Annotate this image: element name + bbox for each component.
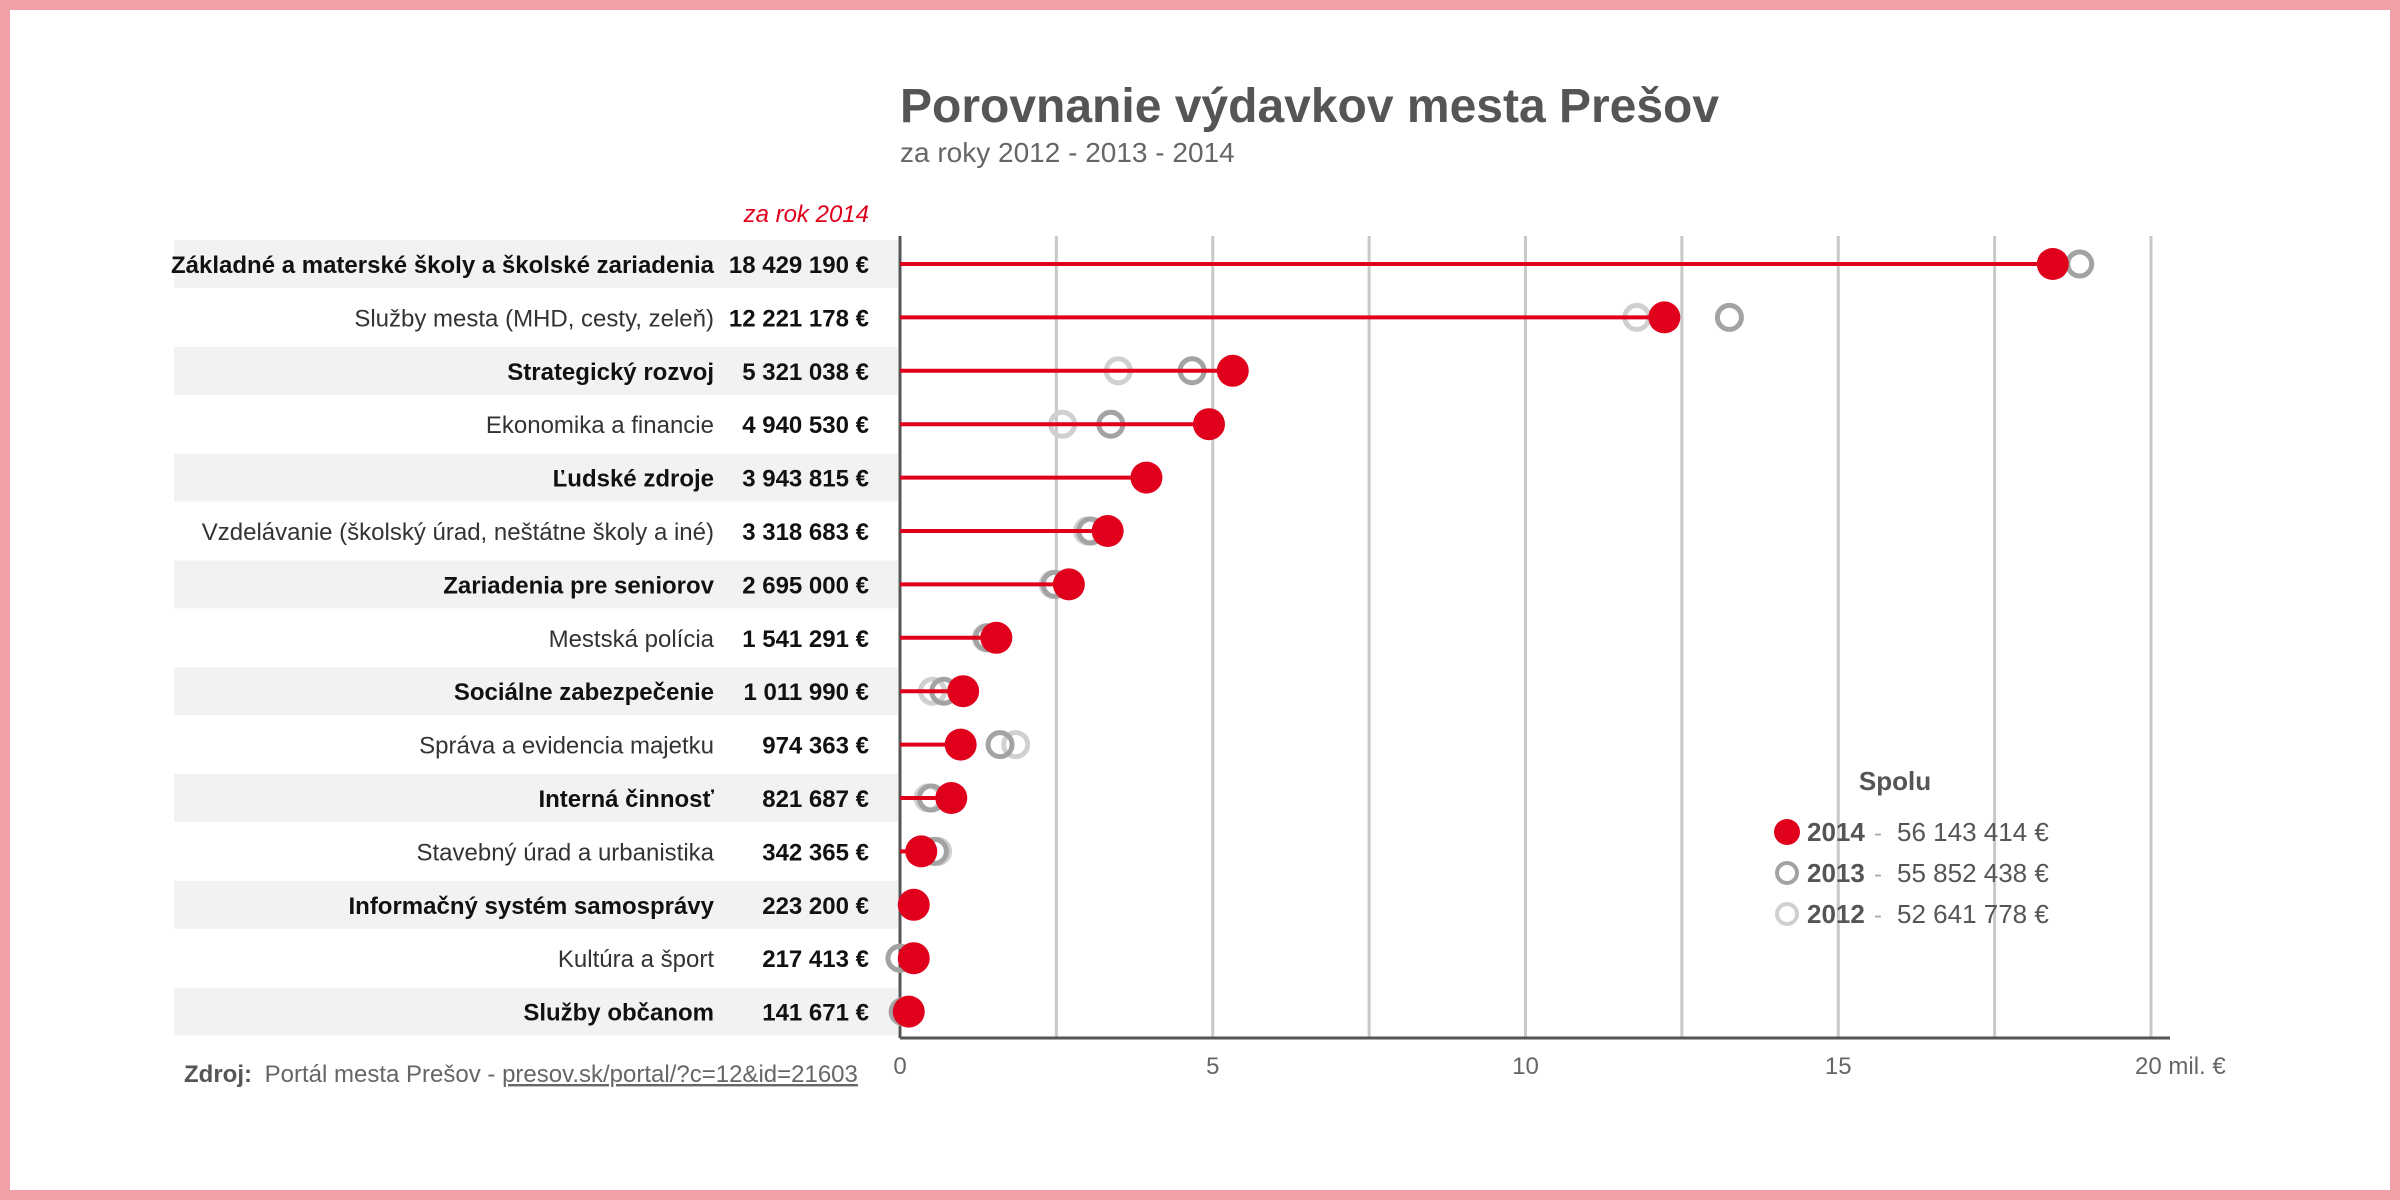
value-label-2014: 342 365 € <box>762 839 869 866</box>
legend-separator: - <box>1874 820 1882 847</box>
dot-2013 <box>1714 302 1744 332</box>
dot-2014 <box>897 942 930 975</box>
x-tick-label: 20 mil. € <box>2135 1053 2226 1080</box>
value-label-2014: 141 671 € <box>762 1000 869 1027</box>
row-stripe <box>174 240 898 288</box>
chart-title: Porovnanie výdavkov mesta Prešov <box>900 80 1719 133</box>
row-stripe <box>174 987 898 1036</box>
dot-2014 <box>1091 515 1124 547</box>
category-label: Mestská polícia <box>549 626 715 653</box>
row-stripe <box>174 880 898 929</box>
row-stripe <box>174 774 898 822</box>
value-label-2014: 223 200 € <box>762 893 869 920</box>
legend-total: 56 143 414 € <box>1897 817 2049 847</box>
category-label: Stavebný úrad a urbanistika <box>416 839 714 866</box>
value-label-2014: 12 221 178 € <box>729 305 869 332</box>
value-label-2014: 5 321 038 € <box>742 359 869 386</box>
dot-2014 <box>1648 301 1681 334</box>
dot-2014 <box>897 888 930 921</box>
dot-2014 <box>980 621 1013 654</box>
legend-marker-2013 <box>1775 861 1799 885</box>
value-column-header: za rok 2014 <box>743 201 869 228</box>
category-label: Strategický rozvoj <box>507 359 714 386</box>
value-label-2014: 4 940 530 € <box>742 412 869 439</box>
x-tick-label: 15 <box>1825 1053 1852 1080</box>
category-label: Služby mesta (MHD, cesty, zeleň) <box>354 305 714 332</box>
legend-total: 55 852 438 € <box>1897 858 2049 888</box>
category-label: Ľudské zdroje <box>553 466 714 493</box>
legend-year: 2013 <box>1807 858 1865 888</box>
dot-2014 <box>892 995 925 1028</box>
legend-year: 2012 <box>1807 899 1865 929</box>
dot-2014 <box>1216 354 1249 387</box>
legend-marker-2014 <box>1774 819 1800 845</box>
dot-2013 <box>985 730 1015 760</box>
category-label: Vzdelávanie (školský úrad, neštátne škol… <box>202 519 714 546</box>
dot-2014 <box>944 728 977 761</box>
x-tick-label: 5 <box>1206 1053 1219 1080</box>
dot-2014 <box>1052 568 1085 601</box>
legend-title: Spolu <box>1859 766 1931 796</box>
legend-year: 2014 <box>1807 817 1865 847</box>
dot-2014 <box>905 835 938 868</box>
value-label-2014: 217 413 € <box>762 946 869 973</box>
row-stripe <box>174 453 898 502</box>
category-label: Základné a materské školy a školské zari… <box>171 252 715 279</box>
dot-2014 <box>2036 248 2069 280</box>
chart-subtitle: za roky 2012 - 2013 - 2014 <box>900 137 1235 168</box>
legend-separator: - <box>1874 902 1882 929</box>
row-stripe <box>174 667 898 716</box>
value-label-2014: 1 541 291 € <box>742 626 869 653</box>
category-label: Kultúra a šport <box>558 946 714 973</box>
category-label: Interná činnosť <box>538 786 714 813</box>
dot-2013 <box>2065 249 2095 279</box>
row-labels: Základné a materské školy a školské zari… <box>171 252 869 1027</box>
category-label: Informačný systém samosprávy <box>348 893 714 920</box>
source-note: Zdroj: Portál mesta Prešov - presov.sk/p… <box>184 1061 858 1088</box>
value-label-2014: 1 011 990 € <box>744 679 869 706</box>
value-label-2014: 974 363 € <box>762 733 869 760</box>
category-label: Zariadenia pre seniorov <box>443 572 714 599</box>
x-tick-label: 0 <box>893 1053 906 1080</box>
legend-separator: - <box>1874 861 1882 888</box>
source-text: Portál mesta Prešov - <box>265 1061 502 1088</box>
category-label: Sociálne zabezpečenie <box>454 679 714 706</box>
value-label-2014: 3 318 683 € <box>742 519 869 546</box>
value-label-2014: 18 429 190 € <box>729 252 869 279</box>
category-label: Ekonomika a financie <box>486 412 714 439</box>
value-label-2014: 3 943 815 € <box>742 466 869 493</box>
legend-marker-2012 <box>1775 902 1799 926</box>
source-link[interactable]: presov.sk/portal/?c=12&id=21603 <box>502 1061 858 1088</box>
value-label-2014: 2 695 000 € <box>742 572 869 599</box>
chart-marks <box>885 248 2095 1028</box>
x-tick-label: 10 <box>1512 1053 1539 1080</box>
category-label: Služby občanom <box>523 1000 714 1027</box>
row-stripes <box>174 240 898 1036</box>
row-stripe <box>174 346 898 395</box>
source-label: Zdroj: <box>184 1061 252 1088</box>
dot-2014 <box>947 675 980 708</box>
legend: Spolu 2014-56 143 414 €2013-55 852 438 €… <box>1774 766 2049 929</box>
row-stripe <box>174 560 898 609</box>
dot-2014 <box>935 782 968 814</box>
category-label: Správa a evidencia majetku <box>419 733 714 760</box>
dot-2014 <box>1192 408 1225 441</box>
dot-2014 <box>1130 461 1163 494</box>
axes: 0 5 10 15 20 mil. € <box>893 236 2226 1080</box>
value-label-2014: 821 687 € <box>762 786 869 813</box>
legend-total: 52 641 778 € <box>1897 899 2049 929</box>
dot-2012 <box>1001 730 1031 760</box>
